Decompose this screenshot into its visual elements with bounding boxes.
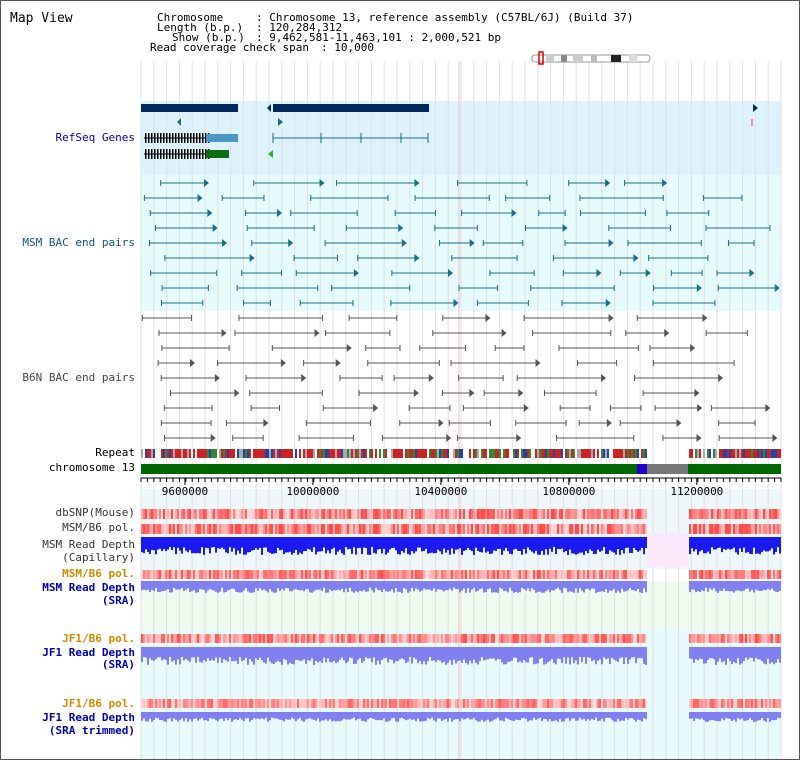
axis-tick-label: 11200000 <box>670 485 723 498</box>
chromosome-bar <box>141 464 781 474</box>
track-label-msm-depth-sra-sub: (SRA) <box>101 594 135 607</box>
track-label-repeat[interactable]: Repeat <box>95 446 135 459</box>
depth-gap-shade <box>647 533 688 567</box>
panel-title: Map View <box>10 11 73 26</box>
track-label-jf1-trim-sub: (SRA trimmed) <box>48 724 135 737</box>
header-chromosome-value: : Chromosome 13, reference assembly (C57… <box>256 11 634 24</box>
axis-tick-label: 10400000 <box>414 485 467 498</box>
jf1-depth-trimmed <box>141 712 781 722</box>
chromosome-ideogram <box>531 51 651 65</box>
header-coverage-value: : 10,000 <box>321 41 374 54</box>
track-label-b6n-bac[interactable]: B6N BAC end pairs <box>22 371 135 384</box>
axis-tick-label: 10800000 <box>542 485 595 498</box>
track-label-msm-depth-sra[interactable]: MSM Read Depth <box>42 581 135 594</box>
header-coverage-key: Read coverage check span <box>150 41 309 54</box>
track-label-msm-depth-cap-sub: (Capillary) <box>62 551 135 564</box>
header-chromosome-key: Chromosome <box>157 11 224 24</box>
axis-tick-label: 9600000 <box>162 485 208 498</box>
repeat-track <box>141 449 781 458</box>
header-show-value: : 9,462,581-11,463,101 : 2,000,521 bp <box>256 31 502 44</box>
header-show-key: Show (b.p.) <box>172 31 245 44</box>
msm-depth-capillary <box>141 537 781 555</box>
track-label-jf1-depth-sub: (SRA) <box>101 658 135 671</box>
track-label-jf1-trim[interactable]: JF1 Read Depth <box>42 711 135 724</box>
track-label-jf1-depth[interactable]: JF1 Read Depth <box>42 646 135 659</box>
track-label-refseq[interactable]: RefSeq Genes <box>55 131 135 144</box>
msm-bac-end-pairs <box>143 179 780 307</box>
jf1-pol-heat-2 <box>141 699 781 708</box>
msm-pol-heat-2 <box>141 570 781 579</box>
dbsnp-heat <box>141 509 781 519</box>
refseq-genes <box>141 104 758 159</box>
track-label-msm-pol-2[interactable]: MSM/B6 pol. <box>62 567 135 580</box>
axis-tick-label: 10000000 <box>286 485 339 498</box>
track-label-dbsnp[interactable]: dbSNP(Mouse) <box>55 506 135 519</box>
header-length-key: Length (b.p.) <box>157 21 244 34</box>
axis-ruler <box>140 477 782 485</box>
msm-pol-heat <box>141 524 781 534</box>
b6n-bac-end-pairs <box>141 314 778 442</box>
msm-depth-sra <box>141 581 781 593</box>
track-label-jf1-pol-2[interactable]: JF1/B6 pol. <box>62 697 135 710</box>
jf1-pol-heat <box>141 634 781 643</box>
track-label-chromosome[interactable]: chromosome 13 <box>48 461 135 474</box>
jf1-depth-sra <box>141 647 781 665</box>
track-label-jf1-pol[interactable]: JF1/B6 pol. <box>62 632 135 645</box>
track-label-msm-pol[interactable]: MSM/B6 pol. <box>62 521 135 534</box>
header-length-value: : 120,284,312 <box>256 21 343 34</box>
track-label-msm-bac[interactable]: MSM BAC end pairs <box>22 236 135 249</box>
track-label-msm-depth-cap[interactable]: MSM Read Depth <box>42 538 135 551</box>
